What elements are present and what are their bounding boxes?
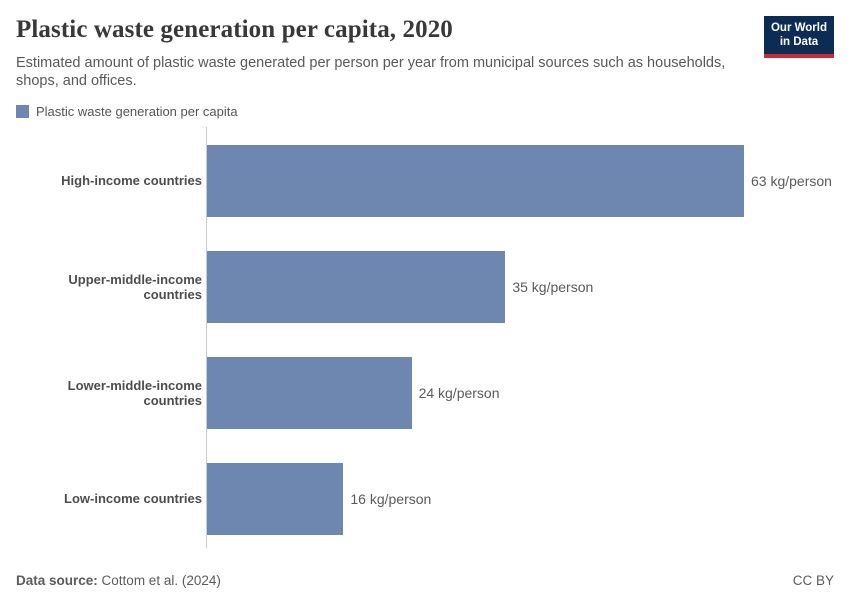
category-label: Lower-middle-income countries [67, 377, 202, 408]
owid-logo[interactable]: Our World in Data [764, 16, 834, 58]
bar-row: Lower-middle-income countries 24 kg/perso… [16, 340, 834, 446]
owid-logo-line2: in Data [779, 36, 819, 49]
bar-rows-container: High-income countries 63 kg/person Upper-m… [16, 128, 834, 552]
bar[interactable] [207, 462, 344, 535]
value-label: 63 kg/person [751, 172, 832, 189]
bar[interactable] [207, 250, 506, 323]
value-label: 16 kg/person [350, 490, 432, 507]
category-label: Low-income countries [64, 491, 202, 507]
bar-row: Low-income countries 16 kg/person [16, 446, 834, 552]
value-label: 35 kg/person [512, 278, 594, 295]
category-label: Upper-middle-income countries [68, 271, 202, 302]
bar[interactable] [207, 144, 744, 217]
chart-footer: Data source: Cottom et al. (2024) CC BY [16, 573, 834, 588]
chart-header: Plastic waste generation per capita, 202… [16, 16, 834, 91]
data-source-value: Cottom et al. (2024) [101, 573, 221, 588]
data-source: Data source: Cottom et al. (2024) [16, 573, 221, 588]
license-badge[interactable]: CC BY [792, 573, 834, 588]
category-label: High-income countries [61, 173, 202, 189]
data-source-label: Data source: [16, 573, 98, 588]
chart-title: Plastic waste generation per capita, 202… [16, 16, 453, 43]
chart-subtitle: Estimated amount of plastic waste genera… [16, 54, 726, 90]
legend-label: Plastic waste generation per capita [36, 103, 238, 119]
y-axis-line [206, 126, 207, 548]
value-label: 24 kg/person [418, 384, 500, 401]
bar-row: High-income countries 63 kg/person [16, 128, 834, 234]
legend: Plastic waste generation per capita [16, 104, 834, 119]
owid-logo-line1: Our World [770, 22, 827, 34]
legend-swatch-icon [16, 104, 29, 118]
bar-row: Upper-middle-income countries 35 kg/perso… [16, 234, 834, 340]
bar[interactable] [207, 356, 412, 429]
bar-chart: High-income countries 63 kg/person Upper-m… [16, 126, 834, 552]
